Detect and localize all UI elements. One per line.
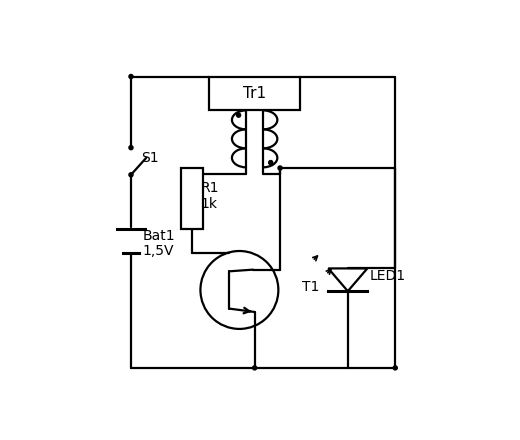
Circle shape: [278, 166, 282, 170]
Text: 1,5V: 1,5V: [143, 244, 174, 258]
Circle shape: [253, 366, 257, 370]
Circle shape: [269, 161, 272, 165]
Text: T1: T1: [302, 279, 319, 293]
Text: LED1: LED1: [370, 269, 406, 283]
Text: R1: R1: [200, 181, 219, 195]
Circle shape: [237, 113, 241, 117]
Circle shape: [129, 146, 133, 150]
Text: Tr1: Tr1: [243, 86, 266, 101]
Circle shape: [129, 74, 133, 79]
Bar: [181, 168, 203, 229]
Text: 1k: 1k: [200, 197, 217, 211]
Circle shape: [393, 366, 397, 370]
Text: S1: S1: [141, 151, 159, 165]
Bar: [209, 77, 301, 110]
Text: Bat1: Bat1: [143, 229, 175, 243]
Circle shape: [129, 173, 133, 177]
